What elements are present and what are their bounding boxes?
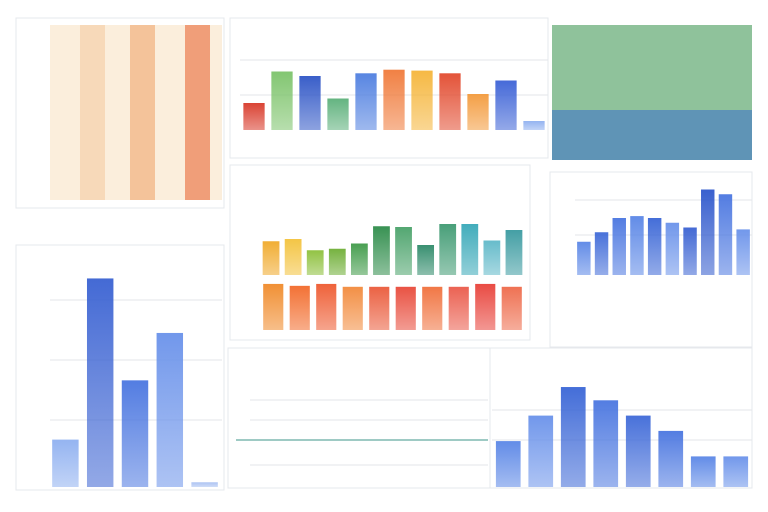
bar xyxy=(448,286,469,330)
bar xyxy=(495,80,517,130)
bar xyxy=(284,239,302,275)
bar xyxy=(523,121,545,130)
bar xyxy=(718,194,733,275)
bar xyxy=(328,248,346,275)
bar xyxy=(422,286,443,330)
bar xyxy=(395,227,412,275)
bar xyxy=(263,283,284,330)
area-wash xyxy=(552,110,752,160)
bar xyxy=(355,73,377,130)
bar xyxy=(495,441,521,487)
bar xyxy=(647,218,662,275)
bar xyxy=(475,283,496,330)
bar xyxy=(560,387,586,487)
bar xyxy=(701,189,715,275)
bar xyxy=(369,286,390,330)
wash-stripe xyxy=(130,25,155,200)
bar xyxy=(630,216,644,275)
bar xyxy=(350,243,368,275)
bar xyxy=(262,241,280,275)
bar xyxy=(316,283,337,330)
bar xyxy=(306,250,324,275)
panel xyxy=(15,244,225,491)
bar xyxy=(373,226,390,275)
bar xyxy=(593,400,619,487)
bar xyxy=(501,286,522,330)
bar xyxy=(52,439,79,487)
bar xyxy=(467,94,489,130)
bar xyxy=(528,415,554,487)
bar xyxy=(417,245,435,275)
bar xyxy=(191,482,218,487)
bar xyxy=(723,456,749,487)
bar xyxy=(156,332,184,487)
bar xyxy=(395,286,416,330)
bar xyxy=(271,71,293,130)
wash-stripe xyxy=(80,25,105,200)
bar xyxy=(483,240,501,275)
bar xyxy=(439,224,457,275)
bar xyxy=(327,98,349,130)
bar xyxy=(439,73,461,130)
bar xyxy=(625,415,651,487)
bar xyxy=(690,456,716,487)
bar xyxy=(612,218,626,275)
bar xyxy=(86,278,114,487)
bar xyxy=(461,224,479,275)
bar xyxy=(658,430,684,487)
wash-stripe xyxy=(185,25,210,200)
bar xyxy=(665,222,680,275)
bar xyxy=(411,70,433,130)
bar xyxy=(683,227,697,275)
bar xyxy=(736,229,750,275)
bar xyxy=(505,230,523,275)
bar xyxy=(121,380,149,487)
bar xyxy=(342,286,363,330)
bar xyxy=(577,241,591,275)
bar xyxy=(243,103,265,130)
bar xyxy=(289,285,310,330)
bar xyxy=(383,69,405,130)
bar xyxy=(299,76,321,130)
bar xyxy=(594,232,609,275)
panel xyxy=(227,347,491,489)
